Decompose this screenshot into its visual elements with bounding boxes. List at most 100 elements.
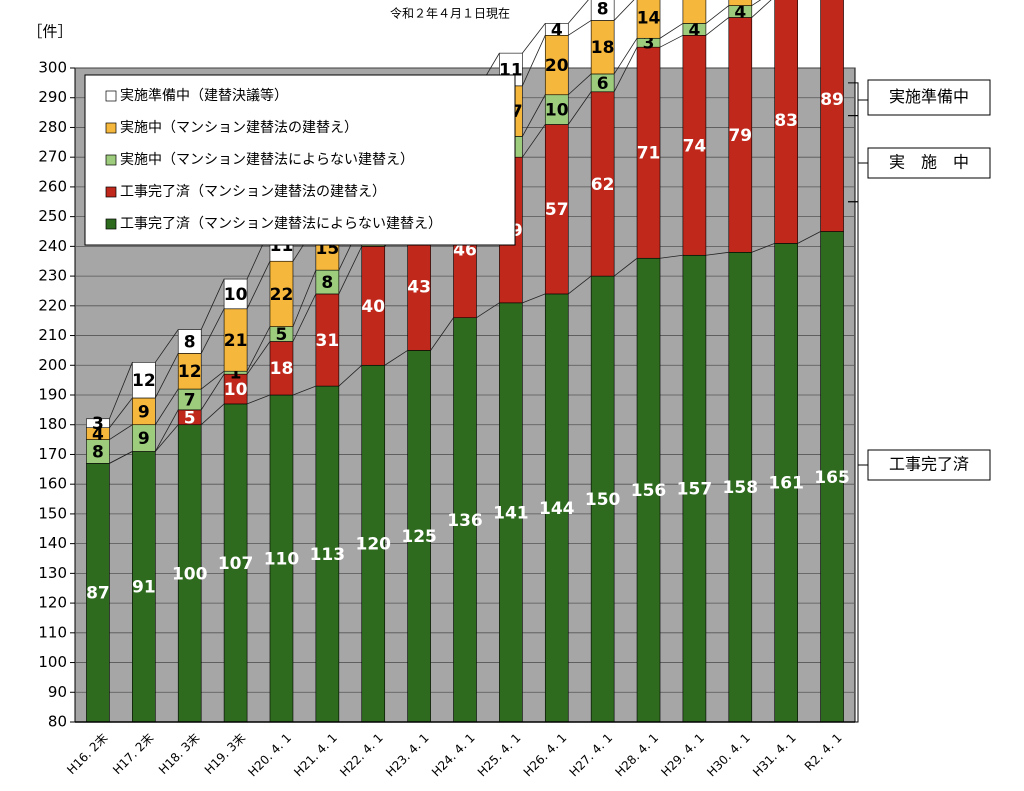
data-label: 9 bbox=[138, 402, 150, 422]
y-tick-label: 130 bbox=[38, 564, 67, 582]
data-label: 156 bbox=[631, 481, 667, 501]
connector bbox=[384, 350, 408, 366]
data-label: 18 bbox=[591, 38, 615, 58]
data-label: 14 bbox=[637, 8, 661, 28]
x-tick-label: H19. 3末 bbox=[202, 731, 248, 777]
data-label: 21 bbox=[224, 331, 248, 351]
connector bbox=[200, 278, 225, 330]
data-label: 8 bbox=[321, 273, 333, 293]
data-label: 4 bbox=[734, 3, 746, 23]
legend-swatch bbox=[105, 122, 117, 134]
bar-segment bbox=[223, 278, 248, 310]
bracket bbox=[848, 201, 868, 723]
bar-segment bbox=[682, 0, 707, 24]
connector bbox=[292, 269, 317, 327]
connector bbox=[751, 0, 772, 18]
bar-segment bbox=[728, 0, 753, 6]
legend-label: 工事完了済（マンション建替法によらない建替え） bbox=[120, 216, 442, 232]
data-label: 125 bbox=[401, 527, 437, 547]
legend-swatch bbox=[105, 154, 117, 166]
data-label: 9 bbox=[138, 429, 150, 449]
x-tick-label: H27. 4. 1 bbox=[567, 731, 616, 780]
connector bbox=[567, 0, 589, 24]
connector bbox=[109, 397, 133, 428]
bar-segment bbox=[86, 418, 110, 429]
data-label: 5 bbox=[276, 325, 288, 345]
connector bbox=[338, 246, 363, 295]
y-tick-label: 250 bbox=[38, 207, 67, 225]
connector bbox=[154, 409, 179, 452]
annotation-box bbox=[867, 449, 991, 481]
bar-segment bbox=[590, 0, 615, 21]
data-label: 3 bbox=[643, 34, 655, 54]
y-tick-label: 270 bbox=[38, 148, 67, 166]
connector bbox=[109, 362, 133, 419]
data-label: 89 bbox=[820, 90, 844, 110]
data-label: 10 bbox=[224, 380, 248, 400]
connector bbox=[568, 20, 592, 36]
y-axis-label: ［件］ bbox=[27, 23, 72, 41]
connector bbox=[200, 403, 225, 426]
bar-segment bbox=[132, 361, 156, 399]
data-label: 158 bbox=[723, 478, 759, 498]
connector bbox=[109, 424, 133, 440]
x-tick-label: H25. 4. 1 bbox=[475, 731, 524, 780]
connector bbox=[751, 0, 762, 6]
y-tick-label: 240 bbox=[38, 237, 67, 255]
data-label: 18 bbox=[270, 359, 294, 379]
x-tick-label: H16. 2末 bbox=[64, 731, 110, 777]
x-tick-label: H26. 4. 1 bbox=[521, 731, 570, 780]
data-label: 62 bbox=[591, 175, 615, 195]
legend-label: 工事完了済（マンション建替法の建替え） bbox=[120, 184, 386, 200]
data-label: 136 bbox=[447, 511, 483, 531]
data-label: 31 bbox=[316, 331, 340, 351]
connector bbox=[522, 35, 546, 87]
connector bbox=[154, 388, 179, 425]
annotation: 実 施 中 bbox=[889, 153, 969, 172]
x-tick-label: H18. 3末 bbox=[156, 731, 202, 777]
y-tick-label: 140 bbox=[38, 534, 67, 552]
legend-label: 実施中（マンション建替法によらない建替え） bbox=[120, 152, 414, 168]
connector bbox=[751, 243, 775, 253]
data-label: 8 bbox=[597, 0, 609, 20]
annotation-box bbox=[867, 147, 991, 179]
chart-title: 令和２年４月１日現在 bbox=[390, 6, 510, 21]
data-label: 83 bbox=[774, 111, 798, 131]
connector bbox=[705, 251, 729, 256]
data-label: 107 bbox=[218, 554, 254, 574]
data-label: 157 bbox=[677, 480, 713, 500]
data-label: 141 bbox=[493, 503, 529, 523]
data-label: 7 bbox=[184, 390, 196, 410]
annotation: 実施準備中 bbox=[889, 87, 969, 106]
y-tick-label: 290 bbox=[38, 88, 67, 106]
y-tick-label: 260 bbox=[38, 177, 67, 195]
connector bbox=[246, 326, 271, 372]
connector bbox=[200, 370, 225, 390]
connector bbox=[568, 275, 592, 295]
x-tick-label: H21. 4. 1 bbox=[291, 731, 340, 780]
data-label: 43 bbox=[407, 277, 431, 297]
data-label: 8 bbox=[184, 332, 196, 352]
data-label: 5 bbox=[184, 408, 196, 428]
data-label: 20 bbox=[683, 0, 707, 5]
legend-label: 実施中（マンション建替法の建替え） bbox=[120, 120, 358, 136]
connector bbox=[613, 38, 638, 75]
data-label: 20 bbox=[545, 56, 569, 76]
legend-label: 実施準備中（建替決議等） bbox=[120, 87, 288, 104]
x-tick-label: H31. 4. 1 bbox=[750, 731, 799, 780]
data-label: 22 bbox=[270, 285, 294, 305]
y-tick-label: 120 bbox=[38, 594, 67, 612]
connector bbox=[705, 17, 730, 36]
data-label: 12 bbox=[178, 362, 202, 382]
data-label: 71 bbox=[637, 144, 661, 164]
bar-segment bbox=[820, 0, 844, 232]
y-tick-label: 170 bbox=[38, 445, 67, 463]
y-tick-label: 210 bbox=[38, 326, 67, 344]
connector bbox=[292, 385, 316, 396]
y-tick-label: 160 bbox=[38, 475, 67, 493]
x-tick-label: H22. 4. 1 bbox=[337, 731, 386, 780]
x-tick-label: H20. 4. 1 bbox=[245, 731, 294, 780]
data-label: 4 bbox=[688, 20, 700, 40]
data-label: 100 bbox=[172, 564, 208, 584]
x-tick-label: H28. 4. 1 bbox=[612, 731, 661, 780]
